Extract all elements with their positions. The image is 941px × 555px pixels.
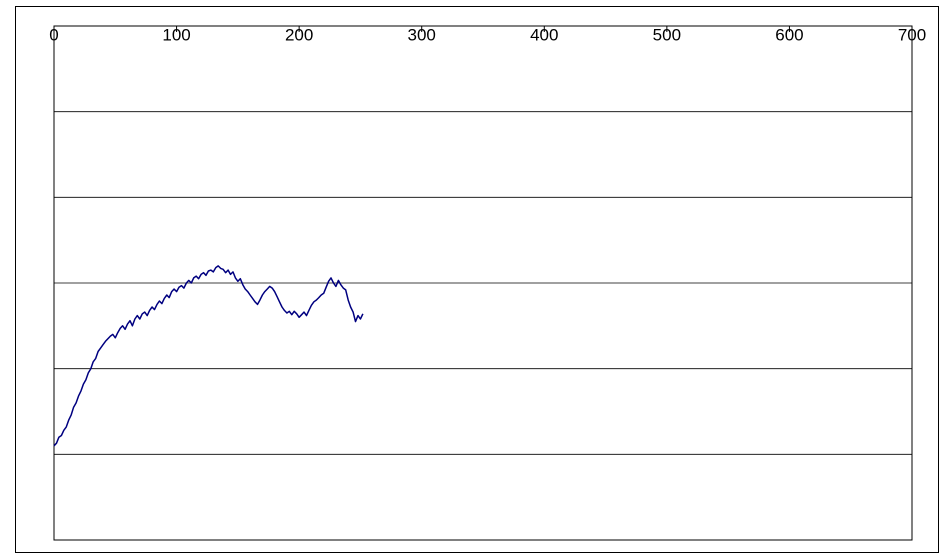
series-line (53, 265, 364, 447)
x-tick-label: 700 (898, 25, 926, 44)
x-tick-label: 0 (49, 25, 58, 44)
x-tick-label: 200 (285, 25, 313, 44)
x-tick-label: 100 (162, 25, 190, 44)
x-tick-label: 500 (653, 25, 681, 44)
grid-layer (54, 111, 912, 455)
x-tick-label: 400 (530, 25, 558, 44)
series-layer (53, 265, 364, 447)
x-axis-ticks: 0 100 200 300 400 500 600 700 (49, 25, 926, 44)
x-tick-label: 300 (408, 25, 436, 44)
chart-frame (15, 6, 939, 553)
x-tick-label: 600 (775, 25, 803, 44)
plot-area-border (53, 25, 913, 541)
